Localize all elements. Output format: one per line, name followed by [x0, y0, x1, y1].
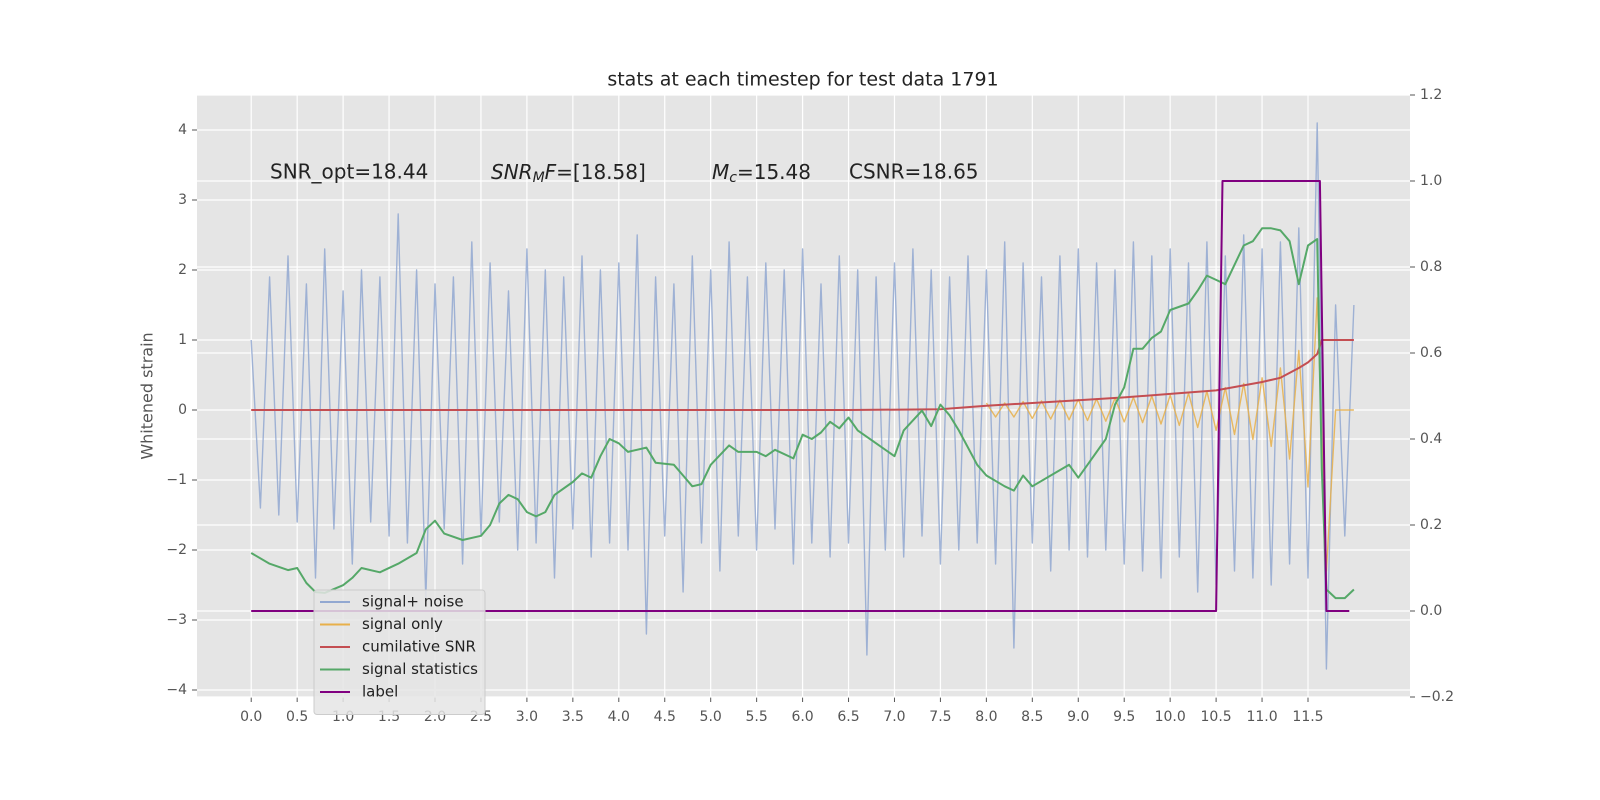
- y2-tick-label: 0.0: [1420, 603, 1442, 619]
- x-tick-label: 7.5: [929, 709, 951, 725]
- x-tick-label: 8.0: [975, 709, 997, 725]
- annotation: CSNR=18.65: [849, 160, 979, 184]
- annotation-part: c: [729, 170, 737, 186]
- x-tick-label: 9.0: [1067, 709, 1089, 725]
- legend-label: signal+ noise: [362, 593, 464, 611]
- x-tick-label: 0.0: [240, 709, 262, 725]
- y2-tick-label: 0.6: [1420, 345, 1442, 361]
- y-tick-label: −4: [166, 682, 187, 698]
- annotation-part: M: [712, 160, 729, 184]
- series-line: [251, 180, 1350, 612]
- x-tick-label: 0.5: [286, 709, 308, 725]
- y2-tick-label: 0.8: [1420, 259, 1442, 275]
- legend-label: signal only: [362, 615, 443, 633]
- y2-tick-label: −0.2: [1420, 689, 1454, 705]
- x-tick-label: 7.0: [883, 709, 905, 725]
- y-tick-label: −2: [166, 542, 187, 558]
- x-tick-label: 5.5: [746, 709, 768, 725]
- y2-tick-label: 0.2: [1420, 517, 1442, 533]
- series-line: [250, 227, 1355, 600]
- y-tick-label: 0: [178, 402, 187, 418]
- annotation-part: M: [533, 170, 545, 186]
- x-tick-label: 5.0: [700, 709, 722, 725]
- series-line: [985, 297, 1354, 572]
- y-axis-label: Whitened strain: [138, 332, 157, 459]
- legend-label: signal statistics: [362, 660, 478, 678]
- y-tick-label: 4: [178, 122, 187, 138]
- annotation: SNR_opt=18.44: [270, 160, 428, 184]
- x-tick-label: 4.0: [608, 709, 630, 725]
- legend-label: label: [362, 683, 398, 701]
- annotation: Mc=15.48: [712, 160, 811, 187]
- x-tick-label: 3.0: [516, 709, 538, 725]
- x-tick-label: 10.5: [1201, 709, 1232, 725]
- x-tick-label: 8.5: [1021, 709, 1043, 725]
- annotation-part: F: [545, 160, 557, 184]
- y-tick-label: 3: [178, 192, 187, 208]
- legend-label: cumilative SNR: [362, 638, 476, 656]
- y-tick-label: 1: [178, 332, 187, 348]
- overlay: SNR_opt=18.44 SNRMF=[18.58] Mc=15.48 CSNR=1…: [270, 160, 979, 715]
- x-tick-label: 6.0: [791, 709, 813, 725]
- y-tick-label: −1: [166, 472, 187, 488]
- annotation-part: =[18.58]: [556, 160, 646, 184]
- x-tick-label: 3.5: [562, 709, 584, 725]
- series-line: [250, 122, 1355, 670]
- x-tick-label: 9.5: [1113, 709, 1135, 725]
- x-tick-label: 4.5: [654, 709, 676, 725]
- series-line: [251, 339, 1354, 411]
- x-tick-label: 6.5: [837, 709, 859, 725]
- x-tick-label: 11.0: [1246, 709, 1277, 725]
- marks: [250, 122, 1355, 670]
- x-tick-label: 10.0: [1155, 709, 1186, 725]
- y2-tick-label: 1.0: [1420, 173, 1442, 189]
- y2-tick-label: 1.2: [1420, 87, 1442, 103]
- annotation: SNRMF=[18.58]: [491, 160, 646, 187]
- legend-box: [313, 589, 486, 715]
- annotation-part: =15.48: [737, 160, 811, 184]
- y2-tick-label: 0.4: [1420, 431, 1442, 447]
- y-tick-label: −3: [166, 612, 187, 628]
- x-tick-label: 11.5: [1292, 709, 1323, 725]
- chart-title: stats at each timestep for test data 179…: [607, 69, 998, 91]
- y-tick-label: 2: [178, 262, 187, 278]
- annotation-part: SNR: [491, 160, 533, 184]
